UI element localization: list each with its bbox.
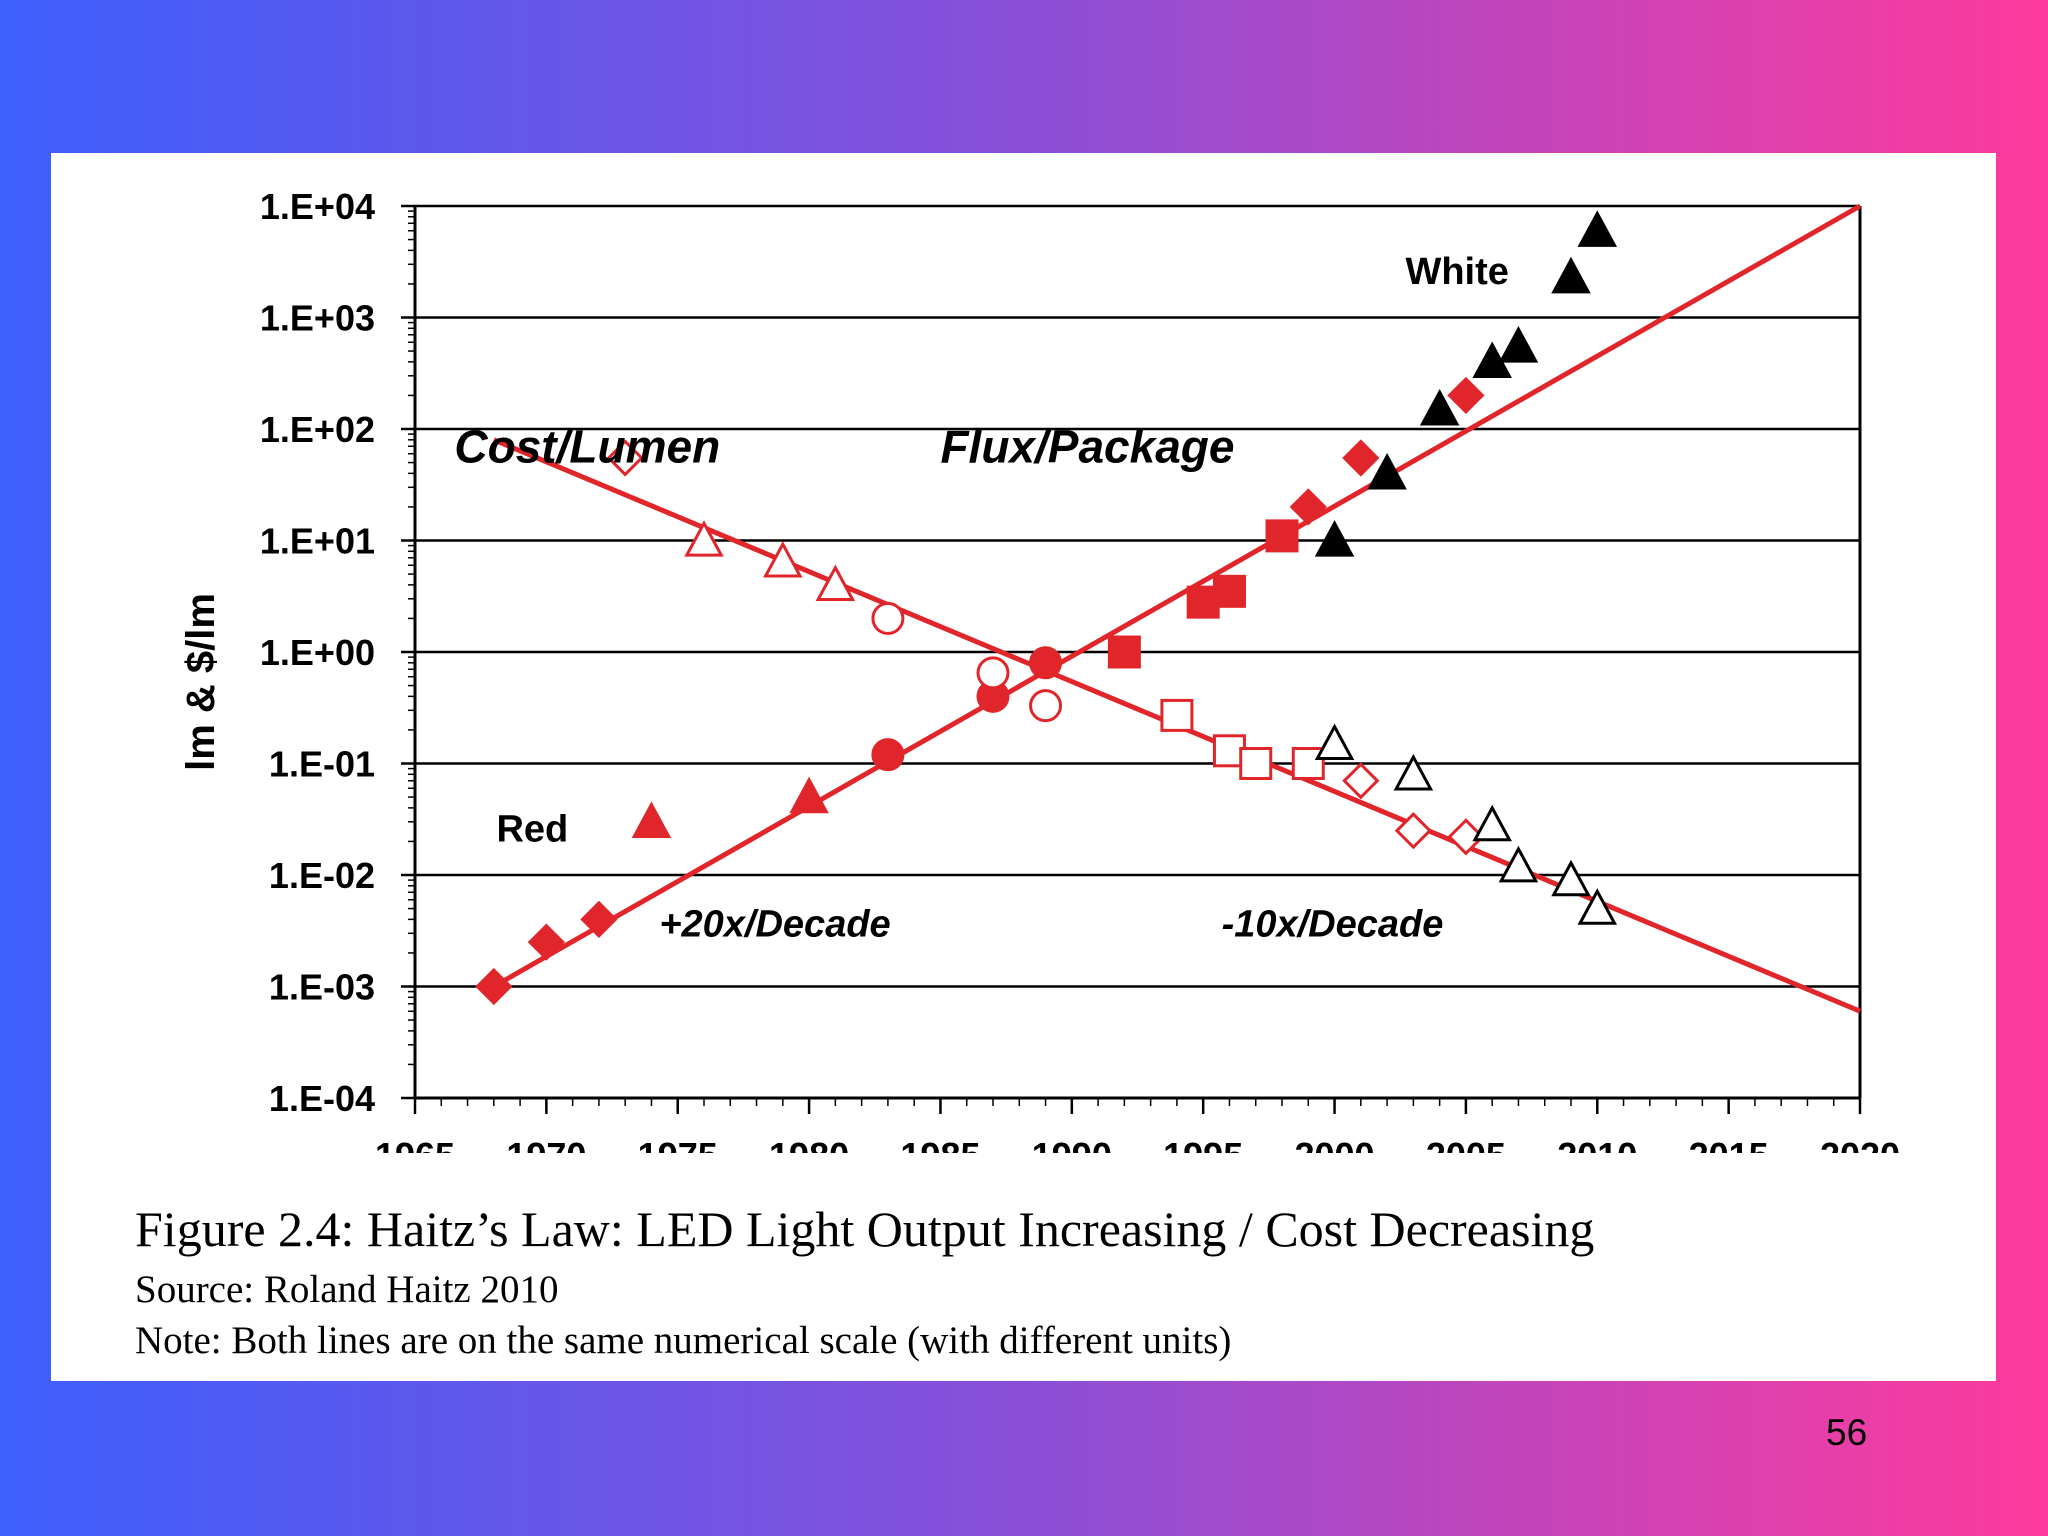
x-tick-label: 1970 [506,1135,586,1153]
x-tick-label: 1985 [900,1135,980,1153]
data-point-diamond [1394,812,1432,850]
data-point-circle [976,656,1010,690]
data-point-diamond [1342,762,1380,800]
data-point-triangle [1367,452,1407,490]
data-point-square [1107,635,1141,669]
data-point-triangle [1314,520,1355,557]
data-point-circle [871,601,905,635]
x-tick-label: 1990 [1032,1135,1112,1153]
chart-annotation: Flux/Package [940,421,1234,473]
x-tick-label: 2005 [1426,1135,1506,1153]
y-tick-label: 1.E+04 [260,186,375,227]
y-tick-label: 1.E-02 [269,855,375,896]
data-point-triangle [631,801,672,838]
haitz-law-chart: 1.E-04 1.E-03 1.E-02 1.E-01 1.E+00 1.E+01 1.E+… [179,186,1900,1153]
y-tick-label: 1.E+00 [260,632,375,673]
data-point-triangle [1551,256,1591,294]
data-point-diamond [475,967,513,1006]
data-point-diamond [580,900,618,938]
data-point-diamond [1447,376,1485,415]
data-point-diamond [1447,818,1485,856]
data-point-triangle [763,540,803,578]
data-point-circle [1029,646,1063,680]
x-tick-label: 2015 [1689,1135,1769,1153]
trend-line [492,203,1862,989]
data-point-triangle [789,776,829,814]
data-point-square [1291,747,1325,780]
x-tick-label: 1975 [638,1135,718,1153]
y-tick-label: 1.E-04 [269,1078,375,1119]
data-point-square [1239,747,1273,780]
x-tick-label: 1995 [1163,1135,1243,1153]
y-tick-label: 1.E+01 [260,521,375,562]
data-point-diamond [606,439,644,477]
chart-annotation: +20x/Decade [659,904,890,946]
data-point-circle [1029,689,1063,723]
data-point-triangle [684,520,724,557]
y-tick-label: 1.E-01 [269,744,375,785]
data-point-triangle [1551,859,1591,897]
data-point-triangle [1393,753,1434,791]
data-point-triangle [1577,210,1618,247]
x-tick-label: 2000 [1294,1135,1374,1153]
chart-annotation: Cost/Lumen [454,421,720,473]
chart-annotation: -10x/Decade [1222,904,1444,946]
data-point-square [1212,574,1246,608]
x-tick-label: 2020 [1820,1135,1900,1153]
data-point-diamond [1342,439,1380,477]
page-number: 56 [1826,1412,1868,1453]
data-point-triangle [1314,723,1355,761]
x-tick-label: 1980 [769,1135,849,1153]
y-tick-label: 1.E+02 [260,409,375,450]
data-point-square [1160,698,1194,732]
x-tick-label: 1965 [375,1135,455,1153]
y-tick-label: 1.E+03 [260,298,375,339]
figure-caption-note: Note: Both lines are on the same numeric… [135,1319,1232,1362]
data-point-triangle [1498,326,1539,363]
y-axis-label: lm & $/lm [179,593,223,771]
figure-caption-source: Source: Roland Haitz 2010 [135,1268,559,1311]
chart-annotation: Red [496,808,568,850]
figure-panel: 1.E-04 1.E-03 1.E-02 1.E-01 1.E+00 1.E+01 1.E+… [51,153,1996,1381]
data-point-triangle [815,564,856,602]
data-point-triangle [1498,845,1539,883]
data-point-diamond [1289,488,1327,526]
data-point-square [1265,519,1299,553]
data-point-triangle [1419,388,1460,426]
data-point-triangle [1472,804,1512,842]
chart-annotation: White [1405,251,1508,293]
data-point-diamond [527,923,565,961]
data-point-circle [871,738,905,772]
data-point-triangle [1577,888,1618,925]
x-tick-label: 2010 [1557,1135,1637,1153]
figure-caption-title: Figure 2.4: Haitz’s Law: LED Light Outpu… [135,1201,1595,1257]
y-tick-label: 1.E-03 [269,967,375,1008]
